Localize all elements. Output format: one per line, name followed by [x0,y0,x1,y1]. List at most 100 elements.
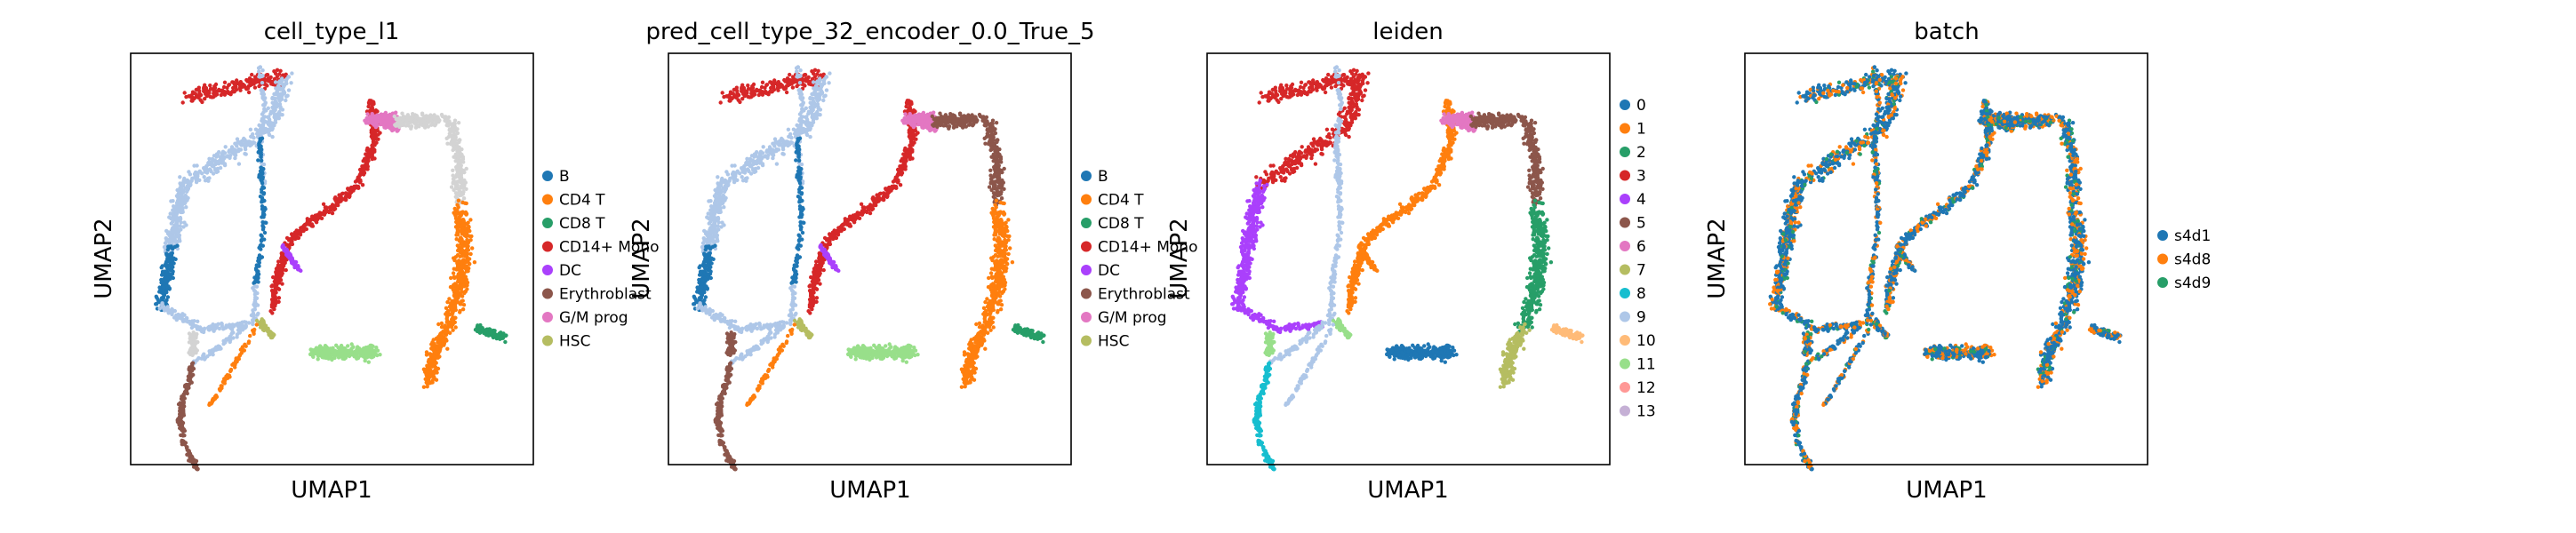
cell-point [456,198,461,203]
cell-point [164,279,168,283]
cell-point [447,131,452,136]
cell-point [239,351,244,355]
cell-point [723,184,728,188]
cell-point [400,111,404,115]
cell-point [697,266,701,270]
cell-point [170,312,174,317]
cell-point [180,100,185,105]
cell-point [371,143,375,147]
cell-point [464,166,468,171]
cell-point [699,288,703,293]
cell-point [828,71,832,76]
cell-point [180,438,184,443]
cell-point [432,342,436,346]
cell-point [704,311,708,315]
cell-point [189,362,195,366]
cell-point [268,331,273,336]
cell-point [260,126,265,131]
cell-point [279,271,284,275]
cell-point [708,269,713,274]
cell-point [160,270,165,274]
cell-point [169,251,173,256]
cell-point [207,156,212,161]
cell-point [274,266,279,271]
cell-point [462,201,468,205]
cell-point [451,177,456,181]
cell-point [768,325,772,330]
cell-point [343,191,348,195]
cell-point [219,157,224,162]
cell-point [744,179,748,183]
cell-point [436,115,440,119]
cell-point [168,244,172,249]
cell-point [169,221,173,226]
cell-point [259,233,263,237]
cell-point [452,289,457,293]
cell-point [455,164,460,169]
cell-point [183,317,188,322]
cell-point [208,168,212,172]
cell-point [188,172,193,177]
cell-point [445,346,450,351]
cell-point [717,187,722,191]
cell-point [456,284,460,289]
cell-point [182,396,187,401]
cell-point [457,153,461,158]
cell-point [744,162,748,166]
cell-point [276,259,281,264]
legend-marker [542,241,553,252]
cell-point [707,251,711,256]
cell-point [439,321,444,326]
cell-point [772,137,778,141]
cell-point [698,305,702,309]
cell-point [179,433,183,438]
cell-point [210,163,215,169]
cell-point [724,94,729,99]
cell-point [760,80,765,84]
cell-point [381,119,387,124]
cell-point [715,233,720,238]
cell-point [720,313,724,317]
cell-point [218,387,222,392]
cell-point [705,215,709,219]
legend-marker [542,312,553,322]
cell-point [452,155,456,159]
cell-point [282,90,287,95]
cell-point [718,100,723,105]
cell-point [789,135,794,140]
cell-point [274,300,279,305]
cell-point [445,123,450,128]
cell-point [284,267,288,273]
cell-point [437,340,442,345]
legend-label: CD8 T [559,215,605,233]
cell-point [727,99,732,103]
cell-point [184,385,188,389]
cell-point [748,163,753,169]
cell-point [200,171,204,176]
cell-point [720,220,724,225]
cell-point [232,82,237,87]
cell-point [284,94,289,99]
cell-point [260,112,265,116]
cell-point [313,348,318,354]
cell-point [435,346,439,351]
cell-point [748,171,754,176]
cell-point [719,179,724,183]
legend-marker [542,218,553,228]
cell-point [443,118,447,123]
cell-point [352,354,356,359]
cell-point [182,428,188,434]
cell-point [824,88,829,92]
cell-point [820,90,825,95]
cell-point [730,163,734,168]
cell-point [256,150,260,155]
cell-point [340,197,345,202]
cell-point [246,340,251,346]
cell-point [220,89,224,94]
cell-point [460,299,464,304]
cell-point [261,117,266,122]
cell-point [326,355,331,361]
cell-point [786,83,790,88]
cell-point [240,84,244,89]
cell-point [251,311,256,315]
